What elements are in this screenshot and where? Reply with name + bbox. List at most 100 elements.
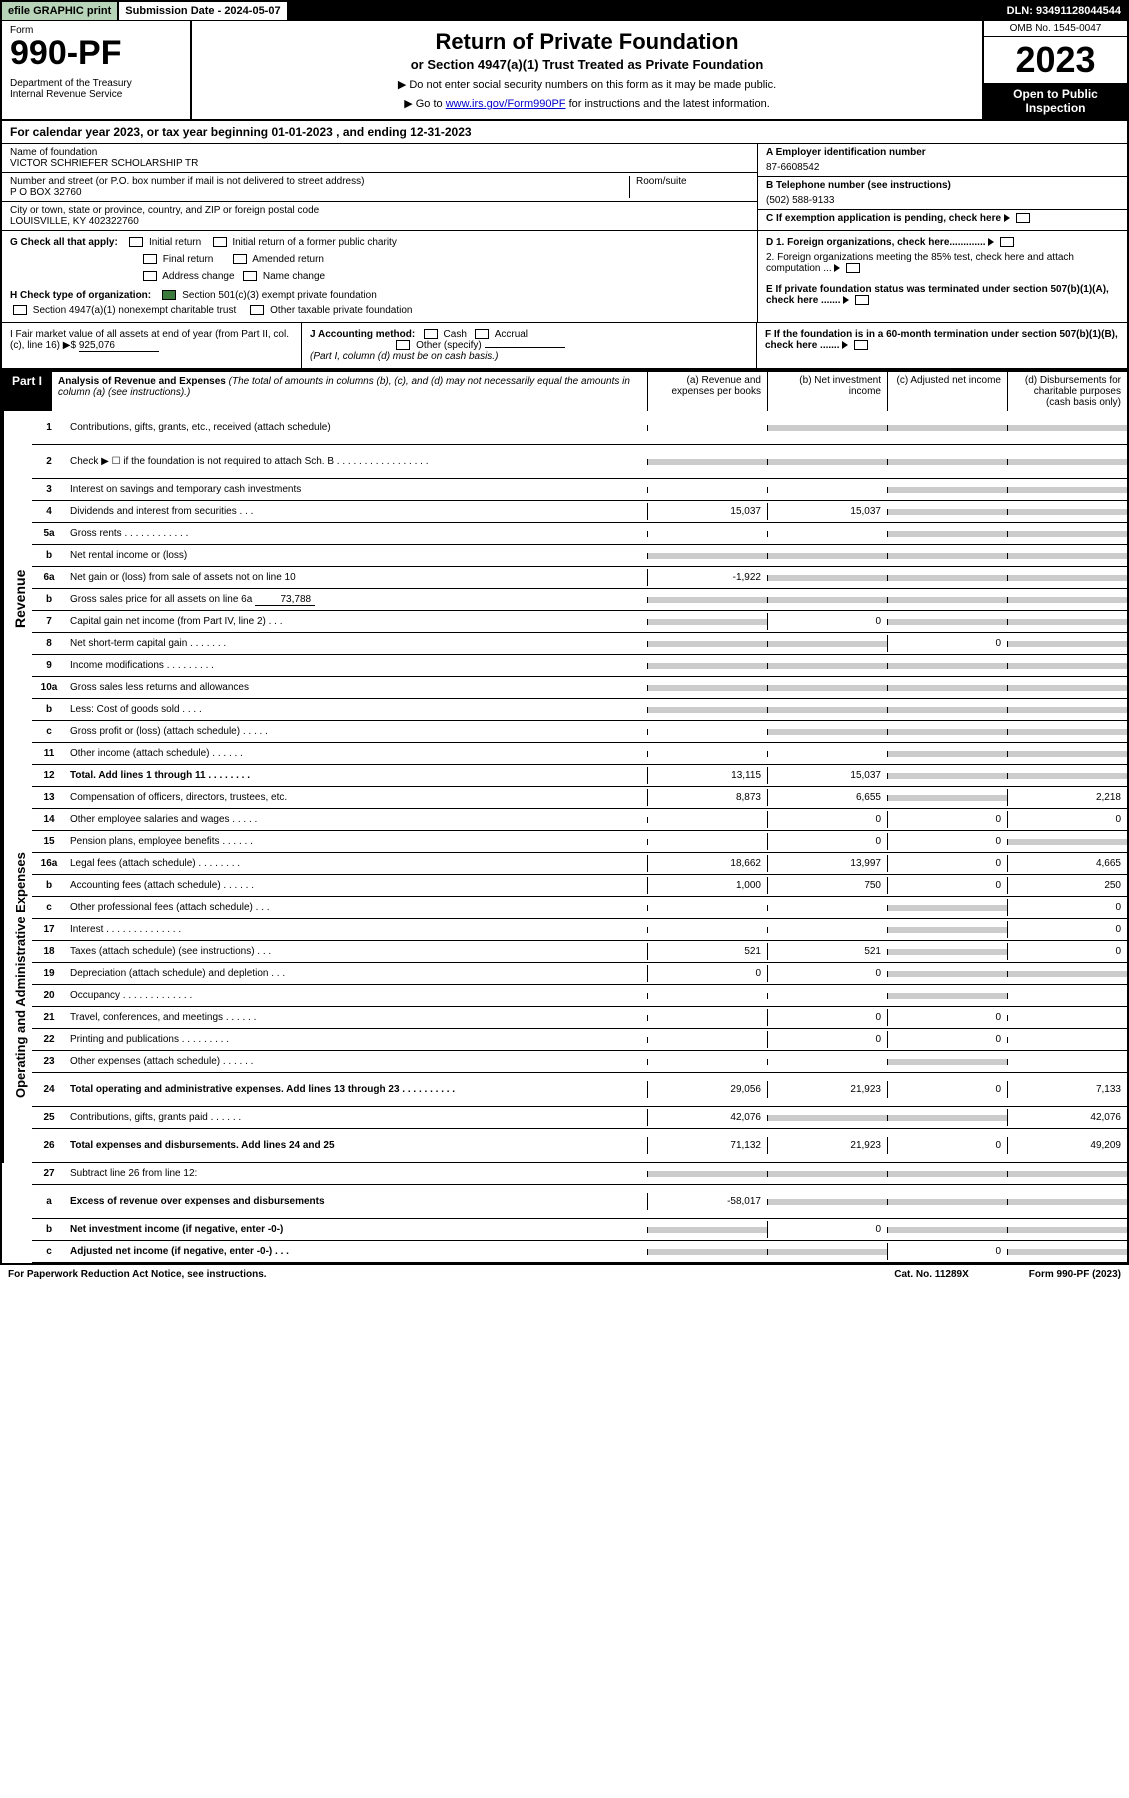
- cell-d: [1007, 729, 1127, 735]
- cell-a: [647, 663, 767, 669]
- g-initial-checkbox[interactable]: [129, 237, 143, 247]
- line-num: 5a: [32, 525, 66, 542]
- footer-left: For Paperwork Reduction Act Notice, see …: [8, 1269, 267, 1280]
- cell-c: [887, 1059, 1007, 1065]
- g-amended-checkbox[interactable]: [233, 254, 247, 264]
- line-14: 14Other employee salaries and wages . . …: [32, 809, 1127, 831]
- g-opt-1: Initial return of a former public charit…: [232, 237, 397, 248]
- line-18: 18Taxes (attach schedule) (see instructi…: [32, 941, 1127, 963]
- line-desc: Net investment income (if negative, ente…: [66, 1221, 647, 1238]
- cell-a: [647, 927, 767, 933]
- cell-d: 250: [1007, 877, 1127, 894]
- form-title: Return of Private Foundation: [200, 29, 974, 55]
- line-desc: Less: Cost of goods sold . . . .: [66, 701, 647, 718]
- cell-c: 0: [887, 855, 1007, 872]
- g-name-checkbox[interactable]: [243, 271, 257, 281]
- h-opt1: Section 501(c)(3) exempt private foundat…: [182, 290, 377, 301]
- cell-c: [887, 751, 1007, 757]
- cell-a: 29,056: [647, 1081, 767, 1098]
- line-desc: Excess of revenue over expenses and disb…: [66, 1193, 647, 1210]
- addr-row: Number and street (or P.O. box number if…: [2, 173, 757, 202]
- g-initial-former-checkbox[interactable]: [213, 237, 227, 247]
- line-desc: Interest . . . . . . . . . . . . . .: [66, 921, 647, 938]
- j-other-checkbox[interactable]: [396, 340, 410, 350]
- line-7: 7Capital gain net income (from Part IV, …: [32, 611, 1127, 633]
- line-23: 23Other expenses (attach schedule) . . .…: [32, 1051, 1127, 1073]
- line-num: 12: [32, 767, 66, 784]
- cell-b: [767, 641, 887, 647]
- g-address-checkbox[interactable]: [143, 271, 157, 281]
- line-27: 27Subtract line 26 from line 12:: [32, 1163, 1127, 1185]
- j-accrual-checkbox[interactable]: [475, 329, 489, 339]
- g-opt-3: Amended return: [252, 254, 324, 265]
- cell-b: [767, 553, 887, 559]
- inline-val: 73,788: [255, 594, 315, 606]
- line-desc: Net gain or (loss) from sale of assets n…: [66, 569, 647, 586]
- footer-mid: Cat. No. 11289X: [894, 1269, 968, 1280]
- cell-b: 521: [767, 943, 887, 960]
- expenses-table: Operating and Administrative Expenses 13…: [2, 787, 1127, 1163]
- line-num: 22: [32, 1031, 66, 1048]
- cell-d: [1007, 773, 1127, 779]
- h-501c3-checkbox[interactable]: [162, 290, 176, 300]
- h-other-checkbox[interactable]: [250, 305, 264, 315]
- d1-checkbox[interactable]: [1000, 237, 1014, 247]
- f-checkbox[interactable]: [854, 340, 868, 350]
- h-opt2: Section 4947(a)(1) nonexempt charitable …: [33, 305, 236, 316]
- cell-d: 7,133: [1007, 1081, 1127, 1098]
- addr-value: P O BOX 32760: [10, 187, 629, 198]
- line-desc: Net rental income or (loss): [66, 547, 647, 564]
- cell-c: [887, 993, 1007, 999]
- cell-d: [1007, 685, 1127, 691]
- name-label: Name of foundation: [10, 147, 749, 158]
- cell-a: [647, 707, 767, 713]
- cell-b: 0: [767, 613, 887, 630]
- line-desc: Compensation of officers, directors, tru…: [66, 789, 647, 806]
- cell-a: [647, 1227, 767, 1233]
- part1-title: Analysis of Revenue and Expenses: [58, 376, 226, 387]
- cell-c: [887, 553, 1007, 559]
- cell-d: [1007, 531, 1127, 537]
- expenses-lines: 13Compensation of officers, directors, t…: [32, 787, 1127, 1163]
- cell-d: 42,076: [1007, 1109, 1127, 1126]
- cell-b: 15,037: [767, 767, 887, 784]
- line-desc: Dividends and interest from securities .…: [66, 503, 647, 520]
- cell-a: [647, 685, 767, 691]
- line-6a: 6aNet gain or (loss) from sale of assets…: [32, 567, 1127, 589]
- line-15: 15Pension plans, employee benefits . . .…: [32, 831, 1127, 853]
- line-17: 17Interest . . . . . . . . . . . . . .0: [32, 919, 1127, 941]
- j-other-line: [485, 347, 565, 348]
- form-link[interactable]: www.irs.gov/Form990PF: [446, 98, 566, 110]
- g-final-checkbox[interactable]: [143, 254, 157, 264]
- calendar-year-row: For calendar year 2023, or tax year begi…: [2, 121, 1127, 144]
- j-cash-checkbox[interactable]: [424, 329, 438, 339]
- c-checkbox[interactable]: [1016, 213, 1030, 223]
- cell-b: 15,037: [767, 503, 887, 520]
- cell-d: [1007, 663, 1127, 669]
- cell-a: [647, 459, 767, 465]
- cell-c: [887, 1115, 1007, 1121]
- cell-b: [767, 487, 887, 493]
- line-num: 21: [32, 1009, 66, 1026]
- cell-a: [647, 619, 767, 625]
- cell-b: [767, 927, 887, 933]
- e-checkbox[interactable]: [855, 295, 869, 305]
- line-1: 1Contributions, gifts, grants, etc., rec…: [32, 411, 1127, 445]
- h-4947-checkbox[interactable]: [13, 305, 27, 315]
- d2-checkbox[interactable]: [846, 263, 860, 273]
- cell-d: [1007, 1249, 1127, 1255]
- room-label: Room/suite: [629, 176, 749, 198]
- line-4: 4Dividends and interest from securities …: [32, 501, 1127, 523]
- cell-a: 18,662: [647, 855, 767, 872]
- d1-row: D 1. Foreign organizations, check here..…: [766, 237, 1119, 248]
- line-num: b: [32, 877, 66, 894]
- cell-b: 750: [767, 877, 887, 894]
- f-block: F If the foundation is in a 60-month ter…: [757, 323, 1127, 368]
- col-a-hdr: (a) Revenue and expenses per books: [647, 370, 767, 411]
- part1-desc: Analysis of Revenue and Expenses (The to…: [52, 370, 647, 411]
- cell-a: [647, 905, 767, 911]
- line-num: 14: [32, 811, 66, 828]
- identity-right: A Employer identification number 87-6608…: [757, 144, 1127, 230]
- omb-number: OMB No. 1545-0047: [984, 21, 1127, 37]
- submission-date: Submission Date - 2024-05-07: [119, 2, 288, 20]
